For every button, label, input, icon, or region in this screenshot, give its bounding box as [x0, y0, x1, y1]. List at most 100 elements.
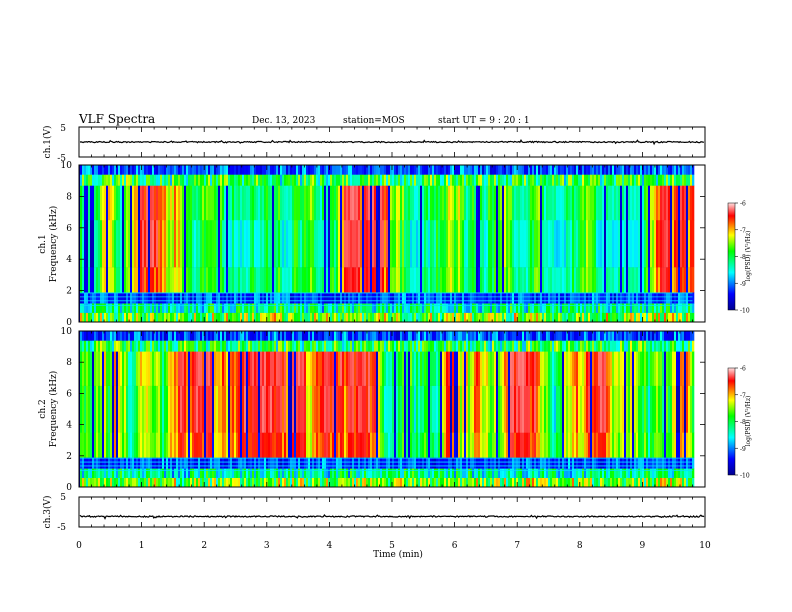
spectrogram-cell: [638, 340, 641, 352]
spectrogram-cell: [364, 432, 367, 458]
spectrogram-cell: [472, 340, 475, 352]
spectrogram-cell: [446, 292, 449, 304]
spectrogram-cell: [620, 477, 623, 488]
spectrogram-cell: [588, 385, 591, 433]
spectrogram-cell: [300, 165, 303, 175]
spectrogram-cell: [354, 219, 357, 268]
spectrogram-cell: [274, 457, 277, 469]
spectrogram-cell: [344, 385, 347, 433]
spectrogram-cell: [382, 165, 385, 175]
spectrogram-cell: [328, 432, 331, 458]
spectrogram-cell: [620, 457, 623, 469]
spectrogram-cell: [216, 351, 219, 386]
spectrogram-cell: [684, 174, 687, 186]
spectrogram-cell: [382, 340, 385, 352]
spectrogram-cell: [464, 165, 467, 175]
spectrogram-cell: [106, 351, 109, 386]
spectrogram-cell: [538, 385, 541, 433]
spectrogram-cell: [538, 432, 541, 458]
spectrogram-cell: [390, 312, 393, 323]
spectrogram-cell: [490, 303, 493, 313]
ch1-channel-label: ch.1: [38, 234, 48, 253]
spectrogram-cell: [294, 432, 297, 458]
spectrogram-cell: [234, 219, 237, 268]
spectrogram-cell: [536, 432, 539, 458]
spectrogram-cell: [448, 351, 451, 386]
spectrogram-cell: [104, 312, 107, 323]
spectrogram-cell: [628, 303, 631, 313]
spectrogram-cell: [572, 340, 575, 352]
spectrogram-cell: [474, 303, 477, 313]
spectrogram-cell: [256, 165, 259, 175]
spectrogram-cell: [244, 312, 247, 323]
ch1-trace: [79, 138, 705, 146]
spectrogram-cell: [250, 351, 253, 386]
spectrogram-cell: [480, 468, 483, 478]
spectrogram-cell: [400, 457, 403, 469]
spectrogram-cell: [566, 185, 569, 221]
spectrogram-cell: [406, 312, 409, 323]
spectrogram-cell: [392, 303, 395, 313]
spectrogram-cell: [214, 457, 217, 469]
spectrogram-cell: [96, 385, 99, 433]
spectrogram-cell: [250, 385, 253, 433]
spectrogram-cell: [412, 185, 415, 221]
spectrogram-cell: [500, 477, 503, 488]
spectrogram-cell: [478, 331, 481, 341]
spectrogram-cell: [302, 292, 305, 304]
spectrogram-cell: [578, 331, 581, 341]
spectrogram-cell: [140, 385, 143, 433]
spectrogram-cell: [360, 174, 363, 186]
spectrogram-cell: [144, 385, 147, 433]
spectrogram-cell: [334, 432, 337, 458]
spectrogram-cell: [360, 219, 363, 268]
spectrogram-cell: [616, 477, 619, 488]
spectrogram-cell: [630, 303, 633, 313]
spectrogram-cell: [226, 477, 229, 488]
spectrogram-cell: [88, 185, 91, 221]
spectrogram-cell: [614, 292, 617, 304]
spectrogram-cell: [284, 331, 287, 341]
spectrogram-cell: [454, 303, 457, 313]
spectrogram-cell: [156, 351, 159, 386]
spectrogram-cell: [374, 303, 377, 313]
spectrogram-cell: [170, 312, 173, 323]
spectrogram-cell: [342, 165, 345, 175]
spectrogram-cell: [428, 267, 431, 293]
spectrogram-cell: [176, 468, 179, 478]
spectrogram-cell: [618, 477, 621, 488]
spectrogram-cell: [426, 432, 429, 458]
spectrogram-cell: [326, 468, 329, 478]
spectrogram-cell: [256, 385, 259, 433]
spectrogram-cell: [382, 477, 385, 488]
spectrogram-cell: [248, 185, 251, 221]
spectrogram-cell: [534, 351, 537, 386]
spectrogram-cell: [672, 312, 675, 323]
spectrogram-cell: [420, 385, 423, 433]
spectrogram-cell: [388, 267, 391, 293]
spectrogram-cell: [660, 292, 663, 304]
spectrogram-cell: [472, 185, 475, 221]
spectrogram-cell: [472, 331, 475, 341]
spectrogram-cell: [252, 385, 255, 433]
spectrogram-cell: [574, 185, 577, 221]
spectrogram-cell: [198, 457, 201, 469]
spectrogram-cell: [120, 185, 123, 221]
spectrogram-cell: [158, 174, 161, 186]
spectrogram-cell: [312, 174, 315, 186]
spectrogram-cell: [258, 312, 261, 323]
spectrogram-cell: [260, 292, 263, 304]
spectrogram-cell: [374, 267, 377, 293]
spectrogram-cell: [646, 267, 649, 293]
spectrogram-cell: [320, 219, 323, 268]
spectrogram-cell: [324, 303, 327, 313]
spectrogram-cell: [192, 468, 195, 478]
spectrogram-cell: [100, 267, 103, 293]
spectrogram-cell: [398, 267, 401, 293]
spectrogram-cell: [286, 174, 289, 186]
spectrogram-cell: [538, 331, 541, 341]
spectrogram-cell: [568, 432, 571, 458]
spectrogram-cell: [430, 432, 433, 458]
spectrogram-cell: [282, 174, 285, 186]
spectrogram-cell: [214, 292, 217, 304]
